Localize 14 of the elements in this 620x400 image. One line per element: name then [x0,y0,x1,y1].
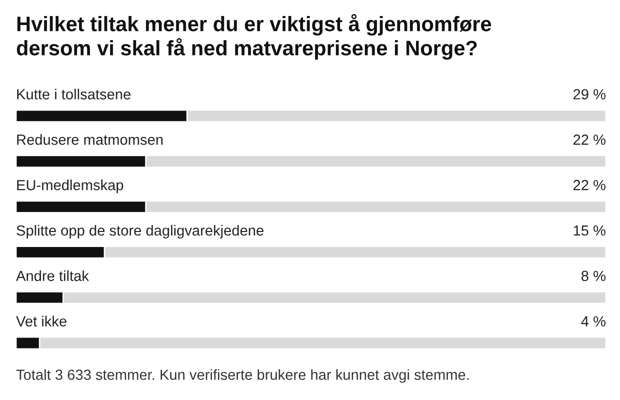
data-label: 15 % [574,225,606,236]
data-label: 22 % [573,180,606,190]
y-tick-label: Redusere matmomsen [17,134,163,145]
y-tick-label: Vet ikke [16,316,66,326]
y-tick-label: Andre tiltak [16,270,89,282]
text: Totalt 3 633 stemmer. Kun verifiserte brukere har kunnet avgi stemme. [16,369,469,383]
data-label: 29 % [573,89,606,100]
y-tick-label: Splitte opp de store dagligvarekjedene [16,224,264,239]
data-label: 4 % [581,316,606,326]
y-tick-label: Kutte i tollsatsene [17,88,130,100]
data-label: 8 % [582,270,606,282]
chart-title: Hvilket tiltak mener du er viktigst å gjennomføre dersom vi skal få ned matvareprisene i Norge? [16,14,492,60]
data-label: 22 % [573,134,606,145]
y-tick-label: EU-medlemskap [17,180,124,194]
